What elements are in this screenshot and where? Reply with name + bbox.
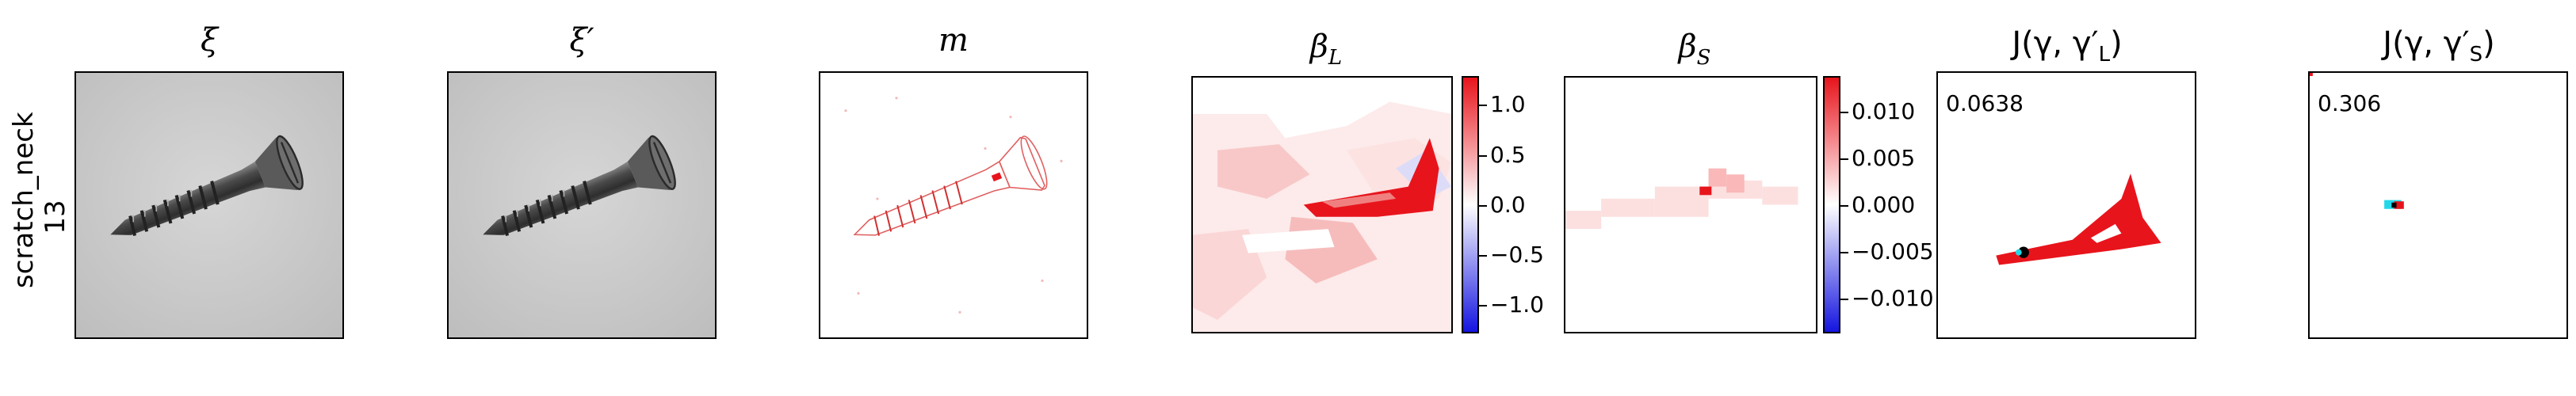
colorbar-s-tick-0: 0.010	[1852, 98, 1916, 124]
colorbar-s-tick-4: −0.010	[1852, 285, 1934, 311]
panel-title-j-s: J(γ, γ′S)	[2383, 25, 2495, 67]
mask-panel-j-s	[2308, 71, 2568, 339]
image-panel-xi	[75, 71, 344, 339]
row-label-line1: scratch_neck	[8, 112, 40, 288]
colorbar-s-tick-3: −0.005	[1852, 238, 1934, 265]
panel-title-m: m	[938, 22, 969, 59]
row-label-line2: 13	[40, 200, 71, 234]
colorbar-beta-l	[1462, 76, 1479, 333]
image-panel-xi-prime	[447, 71, 717, 339]
image-panel-m	[819, 71, 1088, 339]
panel-title-beta-l: βL	[1309, 29, 1343, 70]
heatmap-beta-l	[1191, 76, 1453, 333]
panel-title-xi-prime: ξ′	[569, 22, 594, 59]
colorbar-s-tick-1: 0.005	[1852, 145, 1916, 171]
score-l: 0.0638	[1946, 90, 2024, 116]
colorbar-l-tick-1: 0.5	[1490, 142, 1526, 168]
row-label: scratch_neck 13	[8, 112, 71, 288]
panel-title-xi: ξ	[200, 22, 219, 59]
panel-title-j-l: J(γ, γ′L)	[2012, 25, 2123, 67]
colorbar-s-tick-2: 0.000	[1852, 192, 1916, 218]
colorbar-l-tick-3: −0.5	[1490, 242, 1544, 268]
mask-panel-j-l	[1936, 71, 2196, 339]
colorbar-l-tick-0: 1.0	[1490, 91, 1526, 117]
colorbar-beta-s	[1823, 76, 1840, 333]
panel-title-beta-s: βS	[1678, 29, 1711, 70]
colorbar-l-tick-2: 0.0	[1490, 192, 1526, 218]
colorbar-l-tick-4: −1.0	[1490, 291, 1544, 318]
heatmap-beta-s	[1564, 76, 1817, 333]
score-s: 0.306	[2318, 90, 2382, 116]
